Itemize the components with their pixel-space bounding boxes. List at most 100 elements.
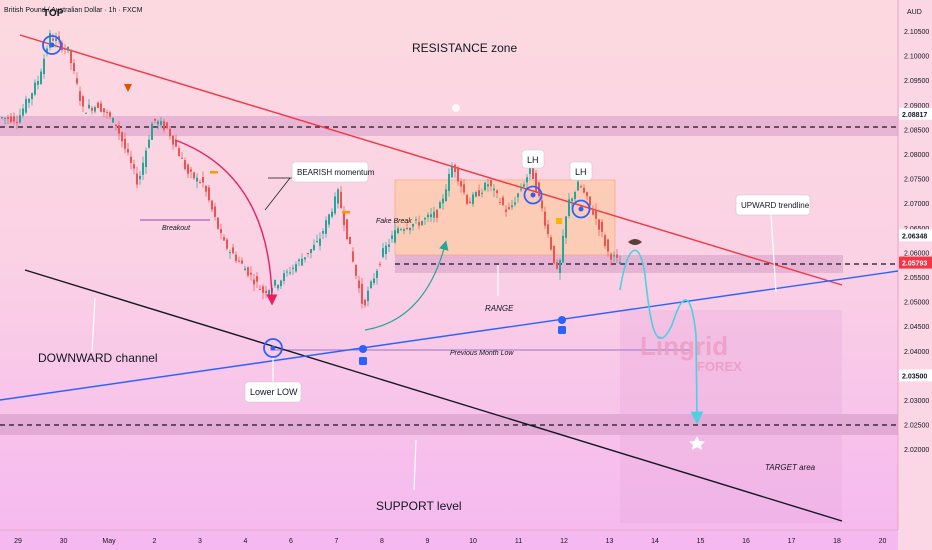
candle <box>358 275 360 294</box>
resistance-zone <box>0 116 898 136</box>
range-label: RANGE <box>485 304 514 313</box>
price-labels: 2.08817 2.06348 2.05793 2.03500 <box>899 107 932 382</box>
candle <box>334 192 336 216</box>
price-tick-label: 2.09000 <box>904 103 929 110</box>
candle <box>313 239 315 251</box>
price-tick-label: 2.05500 <box>904 275 929 282</box>
candle <box>310 248 312 259</box>
bearish-momentum-arrow <box>174 139 278 306</box>
lh2-label: LH <box>575 167 587 177</box>
candle <box>490 179 492 192</box>
candle <box>145 147 147 174</box>
lh2-marker <box>571 199 591 219</box>
price-axis-background <box>898 0 932 550</box>
lh1-box: LH <box>521 149 545 169</box>
candle <box>430 208 432 223</box>
candle <box>181 151 183 159</box>
fake-break-label: Fake Break <box>376 218 412 225</box>
candle <box>472 191 474 207</box>
candle <box>421 220 423 226</box>
price-label-level-high-bg <box>899 107 932 120</box>
candle <box>187 162 189 179</box>
date-tick-label: 9 <box>426 538 430 545</box>
candle <box>454 163 456 178</box>
date-axis[interactable]: 29 30 May 2 3 4 6 7 8 9 10 11 12 13 14 15 16 17 18 20 <box>14 538 886 545</box>
candle <box>172 135 174 150</box>
candle <box>352 247 354 263</box>
candle <box>232 243 234 254</box>
target-area-label: TARGET area <box>765 463 816 472</box>
candle <box>73 58 75 75</box>
lower-low-marker <box>263 338 283 358</box>
candle <box>31 92 33 106</box>
candle <box>469 197 471 204</box>
candle <box>484 181 486 192</box>
candle <box>412 223 414 231</box>
candle <box>217 217 219 230</box>
candle <box>466 194 468 206</box>
candle <box>505 205 507 217</box>
candle <box>112 117 114 123</box>
candle <box>166 121 168 130</box>
candle <box>124 132 126 154</box>
flag-icon <box>342 211 350 214</box>
candle <box>517 192 519 203</box>
candle <box>301 253 303 267</box>
candle <box>499 197 501 205</box>
candle <box>427 212 429 222</box>
candle <box>607 238 609 257</box>
candle <box>169 126 171 140</box>
candle <box>55 32 57 48</box>
candle <box>28 97 30 109</box>
candle <box>202 171 204 188</box>
candle <box>529 166 531 180</box>
date-tick-label: 3 <box>198 538 202 545</box>
candle <box>322 228 324 240</box>
candle <box>541 196 543 212</box>
candle <box>214 202 216 221</box>
candle <box>574 190 576 202</box>
candle <box>142 156 144 180</box>
candle <box>259 284 261 291</box>
candle <box>340 186 342 209</box>
candle <box>346 219 348 241</box>
candle <box>601 219 603 238</box>
candle <box>274 279 276 288</box>
date-tick-label: 4 <box>244 538 248 545</box>
candle <box>127 142 129 156</box>
price-tick-label: 2.04500 <box>904 324 929 331</box>
currency-label: AUD <box>907 9 922 16</box>
price-label-level-low-bg <box>899 369 932 382</box>
candle <box>418 215 420 230</box>
candle <box>100 100 102 113</box>
candle <box>229 249 231 259</box>
resistance-zone-label: RESISTANCE zone <box>412 41 517 55</box>
watermark-line1: Lingrid <box>640 331 728 361</box>
price-tick-label: 2.09500 <box>904 78 929 85</box>
upward-trendline-label: UPWARD trendline <box>741 201 810 210</box>
candle <box>289 266 291 276</box>
downward-pointer <box>91 297 96 353</box>
rocket-icon <box>124 84 132 92</box>
candle <box>586 191 588 201</box>
candle <box>76 72 78 86</box>
candle <box>133 159 135 175</box>
candle <box>94 105 96 114</box>
lh2-box: LH <box>569 161 593 181</box>
candle <box>535 169 537 194</box>
candle <box>373 273 375 286</box>
candle <box>4 117 6 125</box>
candle <box>604 233 606 249</box>
candle <box>598 218 600 237</box>
up-arrow-icon <box>359 357 367 365</box>
candle <box>508 202 510 210</box>
symbol-title: British Pound / Australian Dollar · 1h ·… <box>4 7 143 14</box>
candle <box>478 184 480 197</box>
price-tick-label: 2.10000 <box>904 54 929 61</box>
prev-low-dot-right <box>558 316 566 324</box>
candle <box>439 200 441 209</box>
candle <box>451 162 453 178</box>
candle <box>13 112 15 125</box>
candle <box>445 183 447 202</box>
